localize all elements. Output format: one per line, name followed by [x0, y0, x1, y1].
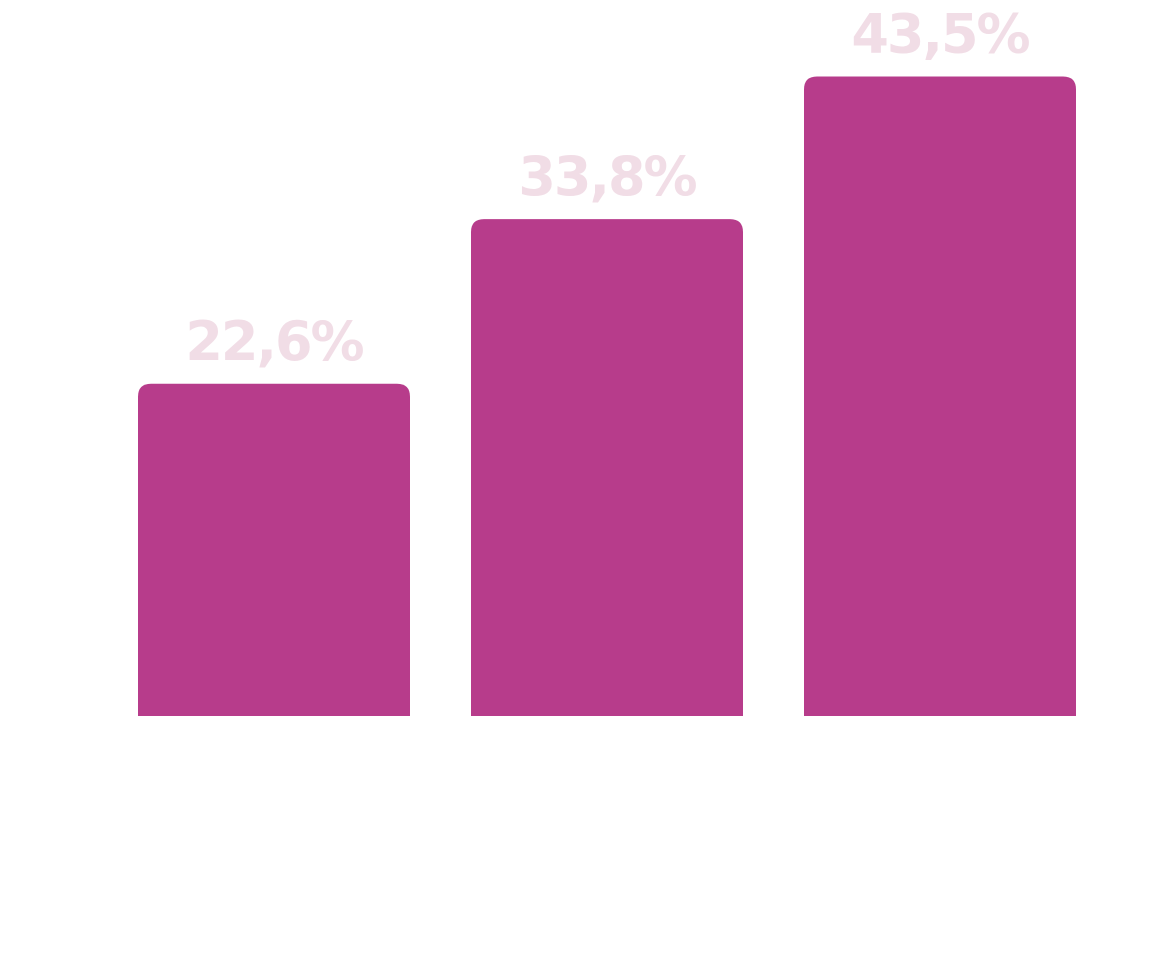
bars-layer: [138, 76, 1076, 717]
data-label-1: 22,6%: [185, 310, 363, 373]
data-label-2: 33,8%: [518, 145, 696, 208]
data-labels-layer: 22,6% 33,8% 43,5%: [185, 3, 1031, 373]
bar-1: [138, 383, 410, 716]
data-label-3: 43,5%: [851, 3, 1029, 66]
bar-3: [804, 76, 1076, 717]
bar-2: [471, 219, 743, 716]
